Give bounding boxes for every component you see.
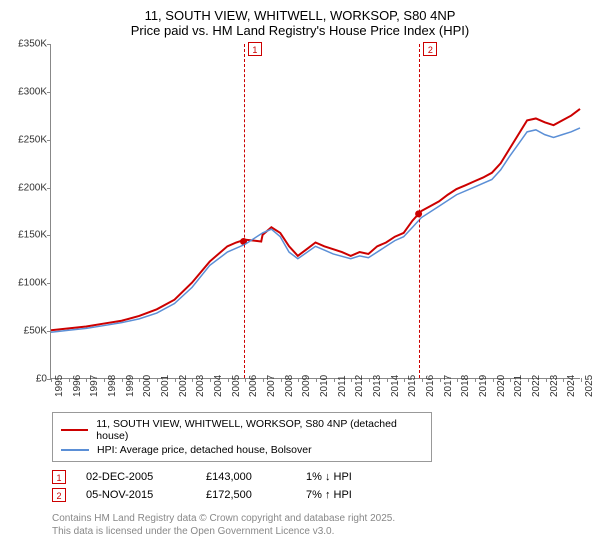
x-axis-label: 2008 — [284, 375, 295, 397]
x-axis-label: 2000 — [142, 375, 153, 397]
x-axis-label: 2004 — [213, 375, 224, 397]
series-line — [51, 128, 580, 332]
x-axis-label: 2003 — [195, 375, 206, 397]
x-axis-label: 2007 — [266, 375, 277, 397]
legend-label: HPI: Average price, detached house, Bols… — [97, 444, 312, 456]
series-svg — [51, 44, 580, 378]
marker-price: £143,000 — [206, 471, 286, 483]
legend-swatch — [61, 429, 88, 431]
plot-region: £0£50K£100K£150K£200K£250K£300K£350K1995… — [50, 44, 580, 379]
x-axis-label: 2024 — [566, 375, 577, 397]
marker-table: 1 02-DEC-2005 £143,000 1% ↓ HPI 2 05-NOV-2015… — [52, 468, 590, 504]
marker-price: £172,500 — [206, 489, 286, 501]
x-axis-label: 2019 — [478, 375, 489, 397]
y-axis-label: £50K — [9, 326, 47, 337]
x-axis-label: 2011 — [337, 375, 348, 397]
legend-box: 11, SOUTH VIEW, WHITWELL, WORKSOP, S80 4… — [52, 412, 432, 462]
y-axis-label: £300K — [9, 86, 47, 97]
y-axis-label: £250K — [9, 134, 47, 145]
chart-area: £0£50K£100K£150K£200K£250K£300K£350K1995… — [10, 44, 590, 404]
legend-label: 11, SOUTH VIEW, WHITWELL, WORKSOP, S80 4… — [96, 418, 423, 442]
y-axis-label: £100K — [9, 278, 47, 289]
x-axis-label: 2013 — [372, 375, 383, 397]
x-axis-label: 1996 — [72, 375, 83, 397]
x-axis-label: 2014 — [390, 375, 401, 397]
chart-title: 11, SOUTH VIEW, WHITWELL, WORKSOP, S80 4… — [10, 8, 590, 23]
legend-swatch — [61, 449, 89, 451]
x-axis-label: 2025 — [584, 375, 595, 397]
marker-date: 02-DEC-2005 — [86, 471, 186, 483]
x-axis-label: 2010 — [319, 375, 330, 397]
series-line — [51, 109, 580, 330]
legend-row: HPI: Average price, detached house, Bols… — [61, 443, 423, 457]
x-axis-label: 2006 — [248, 375, 259, 397]
x-axis-label: 2005 — [231, 375, 242, 397]
x-axis-label: 2022 — [531, 375, 542, 397]
y-axis-label: £200K — [9, 182, 47, 193]
x-axis-label: 1995 — [54, 375, 65, 397]
footer-line-2: This data is licensed under the Open Gov… — [52, 525, 590, 538]
y-axis-label: £0 — [9, 374, 47, 385]
x-axis-label: 2017 — [443, 375, 454, 397]
x-axis-label: 2001 — [160, 375, 171, 397]
x-axis-label: 2018 — [460, 375, 471, 397]
x-axis-label: 1999 — [125, 375, 136, 397]
x-axis-label: 2009 — [301, 375, 312, 397]
chart-subtitle: Price paid vs. HM Land Registry's House … — [10, 23, 590, 38]
y-axis-label: £350K — [9, 39, 47, 50]
footer-line-1: Contains HM Land Registry data © Crown c… — [52, 512, 590, 525]
x-axis-label: 2002 — [178, 375, 189, 397]
x-axis-label: 2012 — [354, 375, 365, 397]
legend-row: 11, SOUTH VIEW, WHITWELL, WORKSOP, S80 4… — [61, 417, 423, 443]
marker-line — [419, 44, 420, 378]
chart-container: 11, SOUTH VIEW, WHITWELL, WORKSOP, S80 4… — [0, 0, 600, 560]
marker-date: 05-NOV-2015 — [86, 489, 186, 501]
x-axis-label: 2020 — [496, 375, 507, 397]
footer-text: Contains HM Land Registry data © Crown c… — [52, 512, 590, 538]
y-axis-label: £150K — [9, 230, 47, 241]
x-axis-label: 2016 — [425, 375, 436, 397]
x-axis-label: 2021 — [513, 375, 524, 397]
marker-number-icon: 1 — [52, 470, 66, 484]
marker-number-icon: 2 — [52, 488, 66, 502]
x-axis-label: 2023 — [549, 375, 560, 397]
marker-row: 2 05-NOV-2015 £172,500 7% ↑ HPI — [52, 486, 590, 504]
marker-flag: 1 — [248, 42, 262, 56]
marker-line — [244, 44, 245, 378]
x-axis-label: 2015 — [407, 375, 418, 397]
marker-row: 1 02-DEC-2005 £143,000 1% ↓ HPI — [52, 468, 590, 486]
x-axis-label: 1998 — [107, 375, 118, 397]
marker-flag: 2 — [423, 42, 437, 56]
x-axis-label: 1997 — [89, 375, 100, 397]
marker-hpi: 1% ↓ HPI — [306, 471, 406, 483]
marker-hpi: 7% ↑ HPI — [306, 489, 406, 501]
